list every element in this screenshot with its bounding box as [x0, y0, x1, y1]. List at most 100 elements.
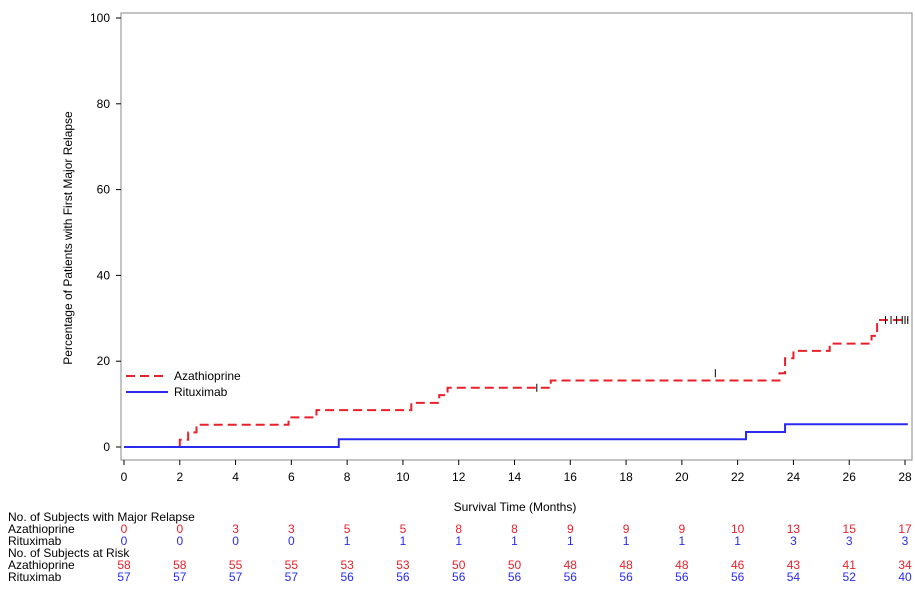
- at-risk-value: 55: [285, 558, 299, 572]
- relapse-value: 0: [288, 534, 295, 548]
- x-tick-label: 18: [619, 470, 633, 484]
- at-risk-value: 54: [787, 570, 801, 584]
- x-tick-label: 20: [675, 470, 689, 484]
- x-tick-label: 10: [396, 470, 410, 484]
- relapse-value: 9: [623, 522, 630, 536]
- at-risk-value: 48: [675, 558, 689, 572]
- x-tick-label: 6: [288, 470, 295, 484]
- relapse-value: 10: [731, 522, 745, 536]
- relapse-value: 17: [898, 522, 912, 536]
- x-tick-label: 24: [787, 470, 801, 484]
- at-risk-value: 56: [340, 570, 354, 584]
- at-risk-value: 48: [619, 558, 633, 572]
- relapse-value: 15: [843, 522, 857, 536]
- at-risk-table-header: No. of Subjects at Risk: [8, 546, 130, 560]
- relapse-value: 1: [734, 534, 741, 548]
- relapse-value: 0: [121, 534, 128, 548]
- relapse-value: 3: [790, 534, 797, 548]
- series-layer: [124, 316, 909, 448]
- relapse-value: 5: [400, 522, 407, 536]
- x-tick-label: 22: [731, 470, 745, 484]
- at-risk-row-label: Rituximab: [8, 570, 62, 584]
- at-risk-value: 40: [898, 570, 912, 584]
- at-risk-value: 55: [229, 558, 243, 572]
- at-risk-value: 34: [898, 558, 912, 572]
- at-risk-value: 56: [396, 570, 410, 584]
- x-axis: 0 2 4 6 8 10 12 14 16 18 20 22 24 26 28: [121, 460, 912, 484]
- relapse-value: 5: [344, 522, 351, 536]
- x-tick-label: 26: [843, 470, 857, 484]
- relapse-value: 8: [455, 522, 462, 536]
- relapse-value: 3: [288, 522, 295, 536]
- at-risk-value: 50: [452, 558, 466, 572]
- x-tick-label: 8: [344, 470, 351, 484]
- relapse-value: 1: [623, 534, 630, 548]
- relapse-value: 1: [679, 534, 686, 548]
- y-tick-label: 80: [97, 97, 111, 111]
- series-line-rituximab: [124, 423, 908, 448]
- legend: Azathioprine Rituximab: [126, 369, 241, 399]
- y-axis-title: Percentage of Patients with First Major …: [61, 111, 75, 365]
- series-line-azathioprine: [124, 319, 908, 448]
- at-risk-value: 56: [564, 570, 578, 584]
- y-axis: 0 20 40 60 80 100: [90, 11, 121, 454]
- y-tick-label: 20: [97, 354, 111, 368]
- relapse-value: 3: [232, 522, 239, 536]
- relapse-value: 0: [232, 534, 239, 548]
- relapse-row-label: Azathioprine: [8, 522, 75, 536]
- at-risk-value: 53: [396, 558, 410, 572]
- at-risk-value: 46: [731, 558, 745, 572]
- at-risk-value: 56: [731, 570, 745, 584]
- x-axis-title: Survival Time (Months): [454, 500, 577, 514]
- at-risk-value: 57: [173, 570, 187, 584]
- at-risk-value: 50: [508, 558, 522, 572]
- relapse-value: 1: [567, 534, 574, 548]
- relapse-value: 3: [846, 534, 853, 548]
- x-tick-label: 28: [898, 470, 912, 484]
- at-risk-value: 52: [843, 570, 857, 584]
- relapse-row-label: Rituximab: [8, 534, 62, 548]
- at-risk-value: 57: [285, 570, 299, 584]
- at-risk-value: 57: [229, 570, 243, 584]
- relapse-value: 3: [902, 534, 909, 548]
- x-tick-label: 12: [452, 470, 466, 484]
- relapse-value: 1: [511, 534, 518, 548]
- at-risk-value: 56: [619, 570, 633, 584]
- y-tick-label: 100: [90, 11, 110, 25]
- at-risk-value: 56: [508, 570, 522, 584]
- relapse-value: 0: [176, 534, 183, 548]
- plot-frame: [120, 12, 913, 461]
- x-tick-label: 2: [176, 470, 183, 484]
- at-risk-value: 58: [173, 558, 187, 572]
- at-risk-row-label: Azathioprine: [8, 558, 75, 572]
- relapse-value: 1: [455, 534, 462, 548]
- relapse-table-header: No. of Subjects with Major Relapse: [8, 510, 195, 524]
- at-risk-value: 48: [564, 558, 578, 572]
- at-risk-value: 56: [452, 570, 466, 584]
- risk-table: No. of Subjects with Major RelapseAzathi…: [8, 510, 912, 584]
- at-risk-value: 41: [843, 558, 857, 572]
- at-risk-value: 53: [340, 558, 354, 572]
- y-tick-label: 40: [97, 268, 111, 282]
- x-tick-label: 4: [232, 470, 239, 484]
- x-tick-label: 16: [564, 470, 578, 484]
- legend-label-rituximab: Rituximab: [174, 385, 228, 399]
- relapse-value: 9: [679, 522, 686, 536]
- at-risk-value: 56: [675, 570, 689, 584]
- y-tick-label: 60: [97, 183, 111, 197]
- at-risk-value: 43: [787, 558, 801, 572]
- relapse-value: 1: [400, 534, 407, 548]
- relapse-value: 9: [567, 522, 574, 536]
- at-risk-value: 57: [117, 570, 131, 584]
- x-tick-label: 14: [508, 470, 522, 484]
- legend-label-azathioprine: Azathioprine: [174, 369, 241, 383]
- relapse-value: 1: [344, 534, 351, 548]
- relapse-value: 13: [787, 522, 801, 536]
- x-tick-label: 0: [121, 470, 128, 484]
- relapse-value: 0: [176, 522, 183, 536]
- relapse-value: 8: [511, 522, 518, 536]
- relapse-value: 0: [121, 522, 128, 536]
- at-risk-value: 58: [117, 558, 131, 572]
- y-tick-label: 0: [103, 440, 110, 454]
